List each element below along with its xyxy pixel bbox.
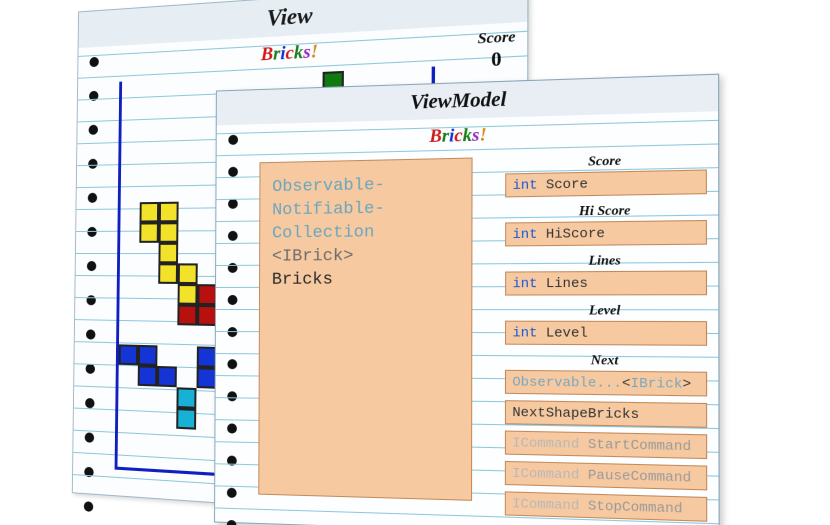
diagram-stage: { "diagram_type":"infographic", "canvas"… (0, 0, 830, 525)
property-pill: int Lines (505, 270, 707, 295)
viewmodel-card: ViewModel Bricks! Observable-Notifiable-… (214, 74, 720, 525)
score-value: 0 (477, 47, 515, 72)
brick (176, 387, 196, 409)
brick (159, 202, 179, 223)
brick (158, 243, 178, 264)
brick (157, 366, 177, 387)
bigbox-line: Bricks (272, 268, 459, 292)
property-pill: ICommand StopCommand (505, 491, 707, 521)
bigbox-line: <IBrick> (272, 245, 459, 270)
property-pill: NextShapeBricks (505, 400, 707, 428)
brick (177, 305, 197, 326)
brick (139, 222, 159, 242)
brick (178, 284, 198, 305)
score-box: Score 0 (477, 29, 515, 72)
brick (138, 365, 158, 386)
bigbox-line: Notifiable- (272, 197, 459, 223)
bigbox-line: Observable- (272, 173, 459, 200)
property-header: Lines (505, 251, 707, 269)
property-header: Level (505, 302, 707, 319)
property-header: Next (505, 351, 707, 370)
brand-logo-front: Bricks! (429, 124, 486, 147)
property-header: Score (505, 150, 707, 171)
bricks-collection-box: Observable-Notifiable-Collection<IBrick>… (258, 158, 472, 501)
brick (158, 263, 178, 284)
property-pill: int Score (505, 169, 707, 197)
brick (178, 263, 198, 284)
property-pill: int HiScore (505, 220, 707, 247)
viewmodel-card-paper: Bricks! Observable-Notifiable-Collection… (215, 111, 719, 525)
property-header: Hi Score (505, 201, 707, 221)
brand-logo-back: Bricks! (261, 40, 318, 65)
bigbox-line: Collection (272, 221, 459, 246)
score-label: Score (478, 29, 516, 49)
paper-holes (225, 135, 240, 513)
property-pill: ICommand StartCommand (505, 431, 707, 460)
brick (138, 345, 158, 366)
property-pill: int Level (505, 321, 707, 346)
property-pill: Observable...<IBrick> (505, 370, 707, 397)
brick (140, 202, 160, 223)
property-pill: ICommand PauseCommand (505, 461, 707, 491)
brick (119, 344, 138, 365)
properties-column: Scoreint ScoreHi Scoreint HiScoreLinesin… (505, 148, 707, 525)
brick (159, 222, 179, 243)
brick (176, 408, 196, 430)
